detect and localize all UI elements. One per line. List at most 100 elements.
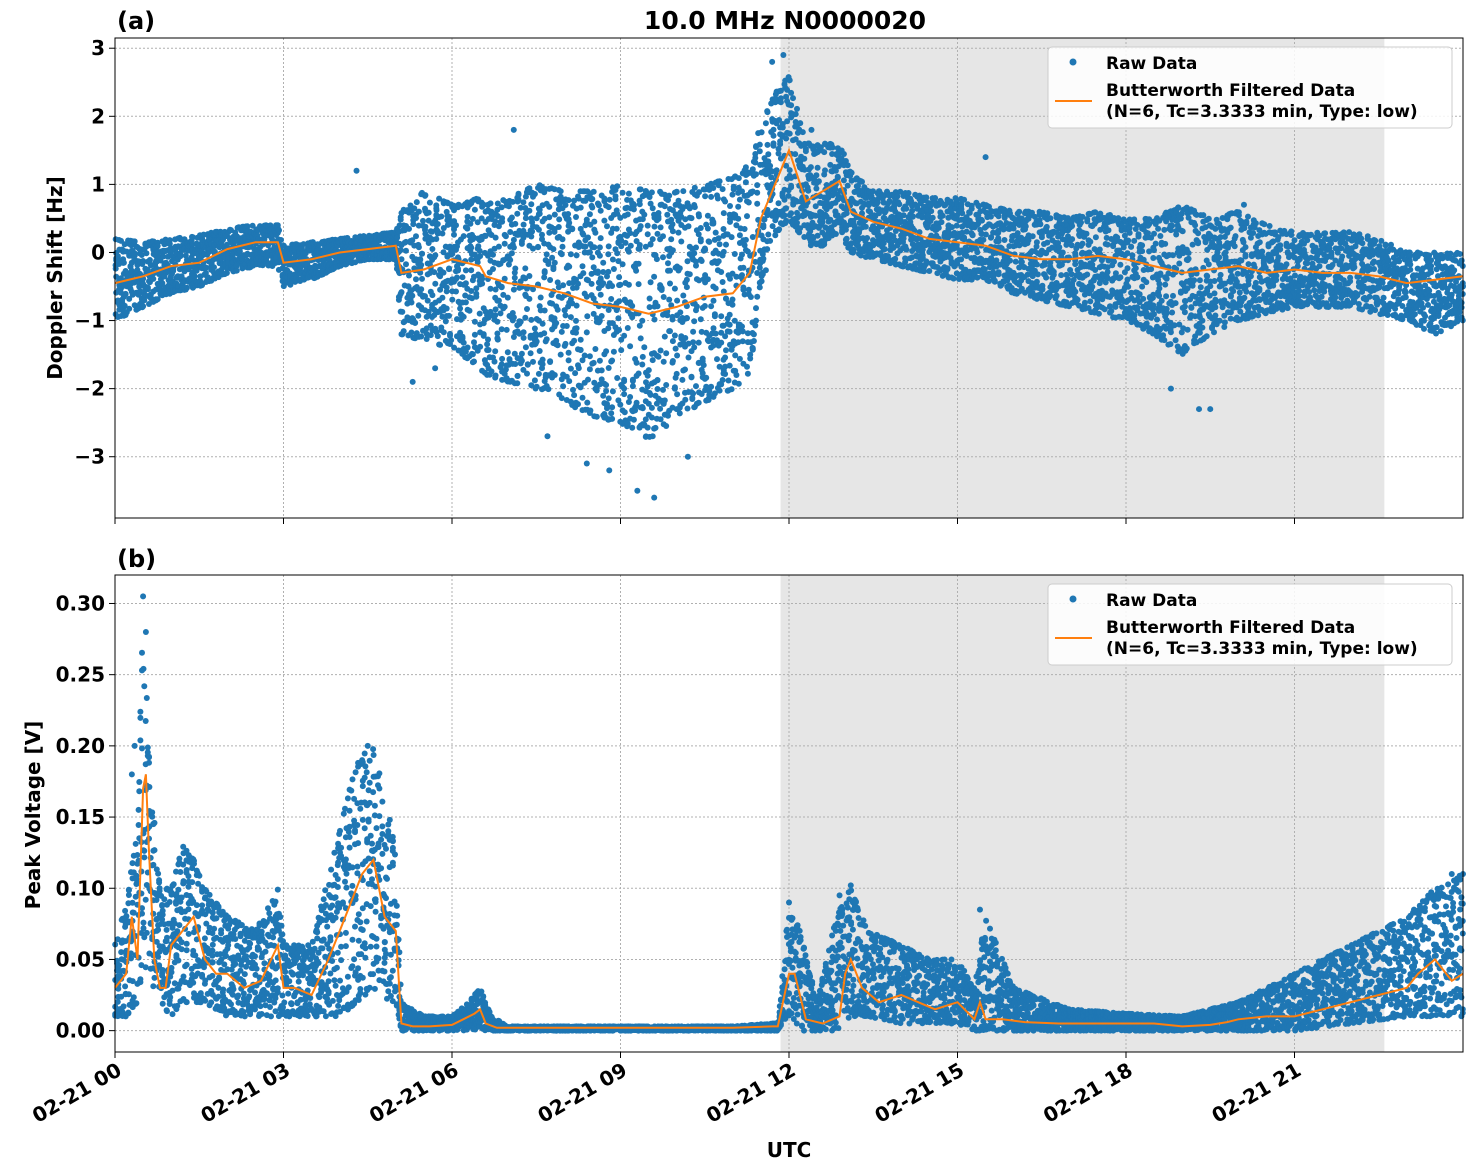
panel-a-raw-point (466, 307, 473, 314)
panel-a-raw-point (919, 252, 926, 259)
panel-a-raw-point (728, 386, 735, 393)
panel-a-raw-point (601, 195, 608, 202)
panel-a-raw-point (583, 329, 590, 336)
panel-a-raw-point (844, 162, 851, 169)
panel-a-raw-point (406, 225, 412, 232)
panel-a-raw-point (526, 207, 533, 214)
panel-a-raw-point (1047, 215, 1054, 222)
panel-a-raw-point (668, 236, 675, 243)
panel-a-raw-point (511, 274, 518, 281)
panel-a-raw-point (674, 297, 681, 304)
panel-a-raw-point (487, 285, 494, 292)
panel-a-raw-point (625, 190, 632, 197)
panel-a-raw-point (492, 234, 499, 241)
panel-a-raw-point (446, 312, 452, 319)
panel-a-raw-point (726, 362, 733, 369)
panel-a-raw-point (432, 280, 439, 287)
panel-a-raw-point (621, 391, 628, 398)
panel-a-raw-point (131, 238, 138, 245)
panel-a-raw-point (527, 350, 534, 357)
panel-a-raw-point (754, 200, 761, 207)
panel-a-raw-point (121, 302, 128, 309)
panel-a-raw-point (1104, 269, 1111, 275)
panel-a-raw-point (655, 213, 662, 220)
panel-a-raw-point (840, 151, 847, 157)
panel-a-raw-point (614, 250, 621, 257)
panel-a-raw-point (735, 203, 742, 210)
panel-a-raw-point (629, 303, 636, 309)
panel-a-raw-point (661, 203, 668, 210)
panel-a-raw-point (422, 223, 429, 230)
panel-a-raw-point (708, 383, 715, 390)
panel-a-raw-point (531, 191, 538, 197)
panel-a-raw-point (590, 359, 597, 366)
panel-a-raw-point (562, 340, 569, 347)
panel-a-raw-point (515, 192, 522, 198)
panel-a-raw-point (679, 376, 686, 383)
panel-a-raw-point (646, 295, 653, 302)
panel-a-raw-point (507, 257, 514, 263)
panel-a-raw-point (843, 235, 850, 242)
panel-a-raw-point (514, 210, 521, 217)
panel-a-raw-point (706, 238, 713, 245)
panel-a-raw-point (684, 258, 691, 265)
panel-a-raw-point (1039, 286, 1046, 293)
panel-a-raw-point (567, 251, 574, 258)
panel-a-raw-point (896, 201, 903, 208)
panel-a-raw-point (848, 169, 855, 176)
panel-a-raw-point (501, 240, 508, 247)
panel-a-raw-point (433, 207, 440, 214)
panel-a-raw-point (697, 225, 704, 231)
panel-a-raw-point (641, 211, 648, 218)
panel-a-raw-point (654, 377, 661, 383)
panel-a-raw-point (680, 188, 687, 195)
panel-a-raw-point (649, 236, 656, 243)
panel-a-raw-point (571, 392, 578, 399)
panel-a-raw-point (575, 365, 582, 372)
panel-a-raw-point (605, 325, 612, 332)
panel-a-raw-point (676, 410, 683, 417)
panel-a-raw-point (829, 144, 836, 151)
panel-a-raw-point (633, 267, 640, 274)
panel-a-raw-point (588, 280, 595, 287)
panel-a-raw-point (468, 244, 475, 251)
panel-a-raw-point (616, 298, 623, 305)
panel-a-raw-point (630, 206, 637, 213)
panel-a-raw-point (557, 351, 564, 358)
panel-a-raw-point (443, 305, 450, 312)
panel-a-raw-point (712, 229, 719, 236)
panel-a-raw-point (767, 162, 774, 169)
panel-a-raw-point (1044, 239, 1051, 246)
panel-a-raw-point (566, 219, 573, 226)
panel-a-raw-point (560, 282, 567, 289)
panel-a-raw-point (518, 357, 525, 364)
panel-a-raw-point (278, 237, 284, 243)
panel-a-raw-point (577, 204, 584, 211)
panel-a-raw-point (559, 236, 566, 243)
panel-a-raw-point (770, 132, 777, 139)
panel-a-raw-point (150, 275, 157, 282)
panel-a-raw-point (604, 403, 610, 409)
panel-a-raw-point (637, 335, 644, 342)
panel-a-raw-point (653, 256, 660, 263)
panel-a-raw-point (686, 271, 693, 278)
panel-a-raw-point (648, 189, 655, 196)
panel-a-raw-point (546, 203, 553, 210)
panel-a-raw-point (714, 195, 721, 202)
panel-a-raw-point (524, 370, 530, 377)
panel-a-raw-point (693, 244, 699, 251)
panel-a-raw-point (777, 95, 784, 102)
panel-a-raw-point (597, 207, 604, 214)
panel-a-raw-point (589, 204, 596, 211)
panel-a-raw-point (498, 284, 505, 291)
panel-a-raw-point (629, 424, 636, 431)
panel-a-raw-point (742, 236, 749, 243)
panel-a-raw-point (528, 233, 535, 240)
panel-a-raw-point (783, 217, 790, 224)
panel-a-raw-point (448, 337, 455, 344)
panel-a-raw-point (657, 416, 664, 423)
panel-a-raw-point (613, 225, 620, 232)
panel-a-raw-point (744, 370, 751, 377)
panel-a-raw-point (553, 320, 560, 326)
panel-a-raw-point (460, 339, 467, 346)
